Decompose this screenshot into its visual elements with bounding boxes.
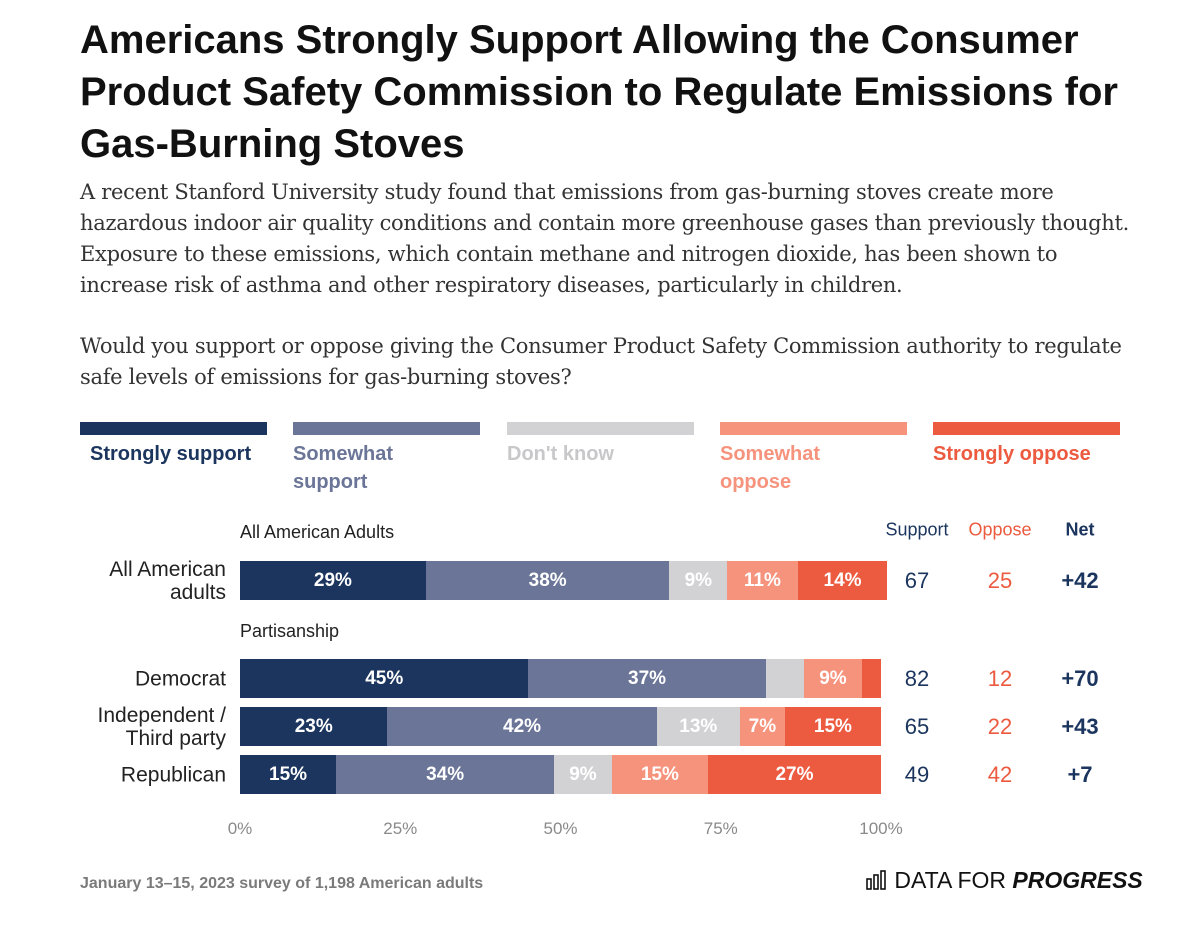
legend-label: Don't know bbox=[507, 443, 614, 465]
bar-segment bbox=[528, 659, 766, 698]
data-label: 15% bbox=[269, 763, 308, 785]
data-label: 27% bbox=[775, 763, 814, 785]
data-label: 14% bbox=[823, 569, 862, 591]
column-value: +42 bbox=[1061, 567, 1099, 593]
column-value: +70 bbox=[1061, 665, 1099, 691]
data-label: 38% bbox=[528, 569, 567, 591]
chart-title: Americans Strongly Support Allowing the … bbox=[80, 18, 1118, 166]
data-label: 42% bbox=[503, 715, 542, 737]
category-label: All American adults bbox=[109, 557, 226, 604]
legend-swatch bbox=[80, 422, 267, 435]
bar-segment bbox=[387, 707, 657, 746]
brand-prefix: DATA FOR bbox=[894, 867, 1006, 893]
category-label: Democrat bbox=[134, 667, 226, 690]
data-label: 15% bbox=[813, 715, 852, 737]
legend-label: Somewhat oppose bbox=[720, 443, 821, 493]
bar-segment bbox=[765, 659, 805, 698]
bar-segment bbox=[240, 755, 337, 794]
data-label: 23% bbox=[294, 715, 333, 737]
column-value: 65 bbox=[904, 713, 930, 739]
data-label: 45% bbox=[365, 667, 404, 689]
column-header: Oppose bbox=[968, 519, 1032, 540]
column-header: Net bbox=[1065, 519, 1095, 540]
column-value: 22 bbox=[987, 713, 1013, 739]
bar-segment bbox=[797, 561, 888, 600]
data-label: 9% bbox=[819, 667, 847, 689]
column-value: +43 bbox=[1061, 713, 1099, 739]
category-label: Republican bbox=[120, 763, 226, 786]
column-value: 49 bbox=[904, 761, 930, 787]
bar-segment bbox=[727, 561, 798, 600]
data-label: 13% bbox=[679, 715, 718, 737]
legend-swatch bbox=[293, 422, 480, 435]
category-label: Independent / Third party bbox=[97, 703, 226, 750]
bar-segment bbox=[656, 707, 740, 746]
group-label: Partisanship bbox=[240, 621, 340, 641]
column-value: 67 bbox=[904, 567, 930, 593]
x-tick-label: 50% bbox=[543, 819, 578, 838]
legend-label: Strongly oppose bbox=[933, 443, 1091, 465]
legend-label: Somewhat support bbox=[293, 443, 394, 493]
data-label: 34% bbox=[426, 763, 465, 785]
bar-segment bbox=[240, 659, 529, 698]
x-tick-label: 25% bbox=[383, 819, 418, 838]
brand: DATA FOR PROGRESS bbox=[866, 867, 1143, 894]
bar-segment bbox=[425, 561, 670, 600]
column-value: +7 bbox=[1067, 761, 1093, 787]
data-label: 11% bbox=[743, 569, 781, 591]
column-value: 12 bbox=[987, 665, 1013, 691]
x-tick-label: 100% bbox=[859, 819, 903, 838]
data-label: 9% bbox=[569, 763, 597, 785]
bar-segment bbox=[707, 755, 881, 794]
data-label: 9% bbox=[684, 569, 713, 591]
group-label: All American Adults bbox=[240, 522, 395, 542]
question: Would you support or oppose giving the C… bbox=[80, 334, 1122, 389]
legend-swatch bbox=[720, 422, 907, 435]
brand-name: PROGRESS bbox=[1012, 867, 1143, 893]
data-label: 7% bbox=[748, 715, 777, 737]
bar-segment bbox=[336, 755, 555, 794]
data-label: 29% bbox=[313, 569, 352, 591]
bar-segment bbox=[240, 561, 426, 600]
legend-swatch bbox=[933, 422, 1120, 435]
bar-segment bbox=[861, 659, 881, 698]
legend-label: Strongly support bbox=[90, 443, 252, 465]
bar-segment bbox=[240, 707, 388, 746]
bar-segment bbox=[554, 755, 612, 794]
bar-segment bbox=[804, 659, 862, 698]
bar-segment bbox=[611, 755, 708, 794]
chart-subtitle: A recent Stanford University study found… bbox=[80, 180, 1130, 297]
x-tick-label: 0% bbox=[227, 819, 253, 838]
x-tick-label: 75% bbox=[703, 819, 738, 838]
column-value: 25 bbox=[987, 567, 1013, 593]
column-value: 42 bbox=[987, 761, 1013, 787]
column-value: 82 bbox=[904, 665, 930, 691]
footnote: January 13–15, 2023 survey of 1,198 Amer… bbox=[80, 875, 484, 892]
legend-swatch bbox=[507, 422, 694, 435]
brand-icon bbox=[866, 870, 886, 890]
bar-segment bbox=[739, 707, 785, 746]
data-label: 15% bbox=[640, 763, 679, 785]
column-header: Support bbox=[885, 519, 949, 540]
bar-segment bbox=[784, 707, 881, 746]
data-label: 37% bbox=[628, 667, 667, 689]
bar-segment bbox=[669, 561, 728, 600]
